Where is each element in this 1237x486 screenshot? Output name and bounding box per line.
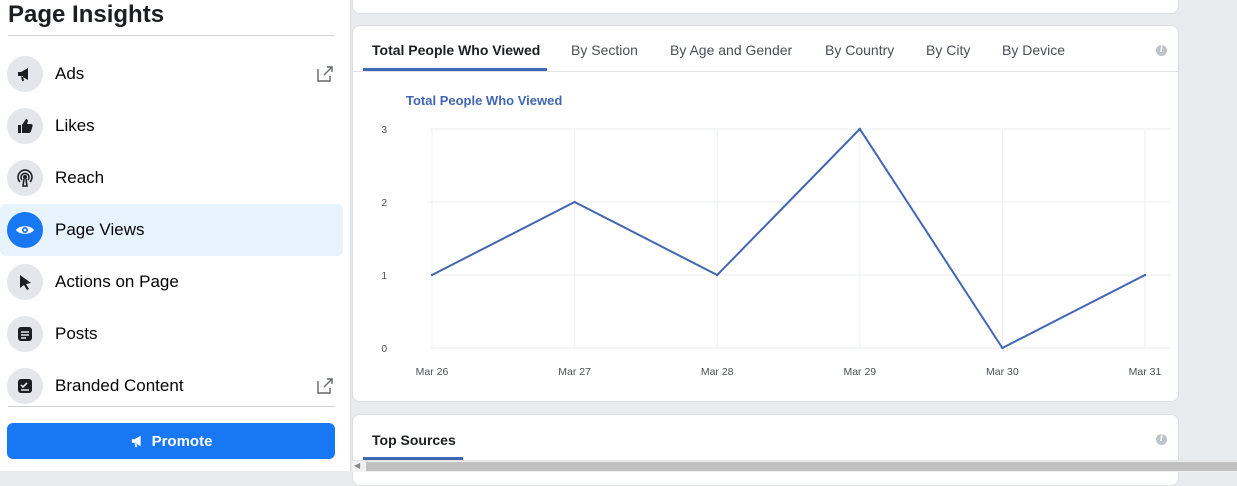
sidebar: Page Insights Ads Likes Reach Page Views… <box>0 0 351 471</box>
x-tick-label: Mar 28 <box>701 366 734 378</box>
active-tab-indicator <box>363 68 547 71</box>
tab-top-sources[interactable]: Top Sources <box>372 432 456 448</box>
sidebar-item-ads[interactable]: Ads <box>0 48 343 100</box>
sidebar-item-page-views[interactable]: Page Views <box>0 204 343 256</box>
data-point <box>430 273 434 277</box>
x-tick-label: Mar 26 <box>416 366 449 378</box>
info-icon[interactable]: i <box>1156 434 1167 445</box>
sidebar-item-reach[interactable]: Reach <box>0 152 343 204</box>
chart-title: Total People Who Viewed <box>406 93 563 108</box>
sidebar-item-label: Ads <box>55 64 85 83</box>
megaphone-icon <box>131 435 141 448</box>
branded-content-icon <box>7 368 43 404</box>
sidebar-item-branded-content[interactable]: Branded Content <box>0 360 343 412</box>
promote-label: Promote <box>151 432 213 450</box>
post-icon <box>7 316 43 352</box>
tab-by-country[interactable]: By Country <box>825 42 895 58</box>
external-link-icon[interactable] <box>315 376 335 401</box>
divider <box>8 406 335 407</box>
y-tick-label: 1 <box>381 271 387 282</box>
sidebar-item-label: Branded Content <box>55 376 184 395</box>
info-icon[interactable]: i <box>1156 45 1167 56</box>
sidebar-item-label: Posts <box>55 324 98 343</box>
scroll-left-icon[interactable]: ◀ <box>354 461 361 470</box>
tab-total-people-who-viewed[interactable]: Total People Who Viewed <box>372 42 541 58</box>
sidebar-item-label: Likes <box>55 116 95 135</box>
cursor-icon <box>7 264 43 300</box>
tab-bar: Total People Who Viewed By Section By Ag… <box>353 26 1178 72</box>
x-tick-label: Mar 27 <box>558 366 591 378</box>
x-tick-label: Mar 31 <box>1129 366 1162 378</box>
active-tab-indicator <box>363 457 463 460</box>
tab-by-device[interactable]: By Device <box>1002 42 1066 58</box>
series-line <box>431 127 1146 350</box>
data-point <box>573 200 576 204</box>
previous-card <box>352 0 1179 14</box>
tab-by-section[interactable]: By Section <box>571 42 638 58</box>
sidebar-item-label: Reach <box>55 168 105 187</box>
data-point <box>1001 346 1004 350</box>
eye-icon <box>7 212 43 248</box>
sidebar-item-label: Page Views <box>55 220 145 239</box>
thumbs-up-icon <box>7 108 43 144</box>
promote-button[interactable]: Promote <box>7 423 335 459</box>
y-tick-label: 2 <box>381 198 387 209</box>
scrollbar-thumb[interactable] <box>366 462 1237 471</box>
broadcast-icon <box>7 160 43 196</box>
data-point <box>1143 273 1147 277</box>
divider <box>8 35 335 36</box>
sidebar-item-likes[interactable]: Likes <box>0 100 343 152</box>
line-chart: 0 1 2 3 Mar 26 Mar 27 Mar 28 Mar 29 Mar 30 Mar 31 <box>381 125 1171 378</box>
chart-card: Total People Who Viewed By Section By Ag… <box>352 25 1179 402</box>
tab-by-city[interactable]: By City <box>926 42 971 58</box>
sidebar-item-posts[interactable]: Posts <box>0 308 343 360</box>
x-tick-label: Mar 29 <box>843 366 876 378</box>
page-title: Page Insights <box>8 1 165 28</box>
external-link-icon[interactable] <box>315 64 335 89</box>
top-sources-card: Top Sources i <box>352 414 1179 486</box>
data-point <box>858 127 861 131</box>
sidebar-item-label: Actions on Page <box>55 272 179 291</box>
tab-by-age-and-gender[interactable]: By Age and Gender <box>670 42 793 58</box>
x-tick-label: Mar 30 <box>986 366 1019 378</box>
y-tick-label: 3 <box>381 125 387 136</box>
y-tick-label: 0 <box>381 344 387 355</box>
megaphone-icon <box>7 56 43 92</box>
horizontal-scrollbar[interactable]: ◀ <box>352 460 1237 472</box>
sidebar-item-actions-on-page[interactable]: Actions on Page <box>0 256 343 308</box>
data-point <box>716 273 719 277</box>
